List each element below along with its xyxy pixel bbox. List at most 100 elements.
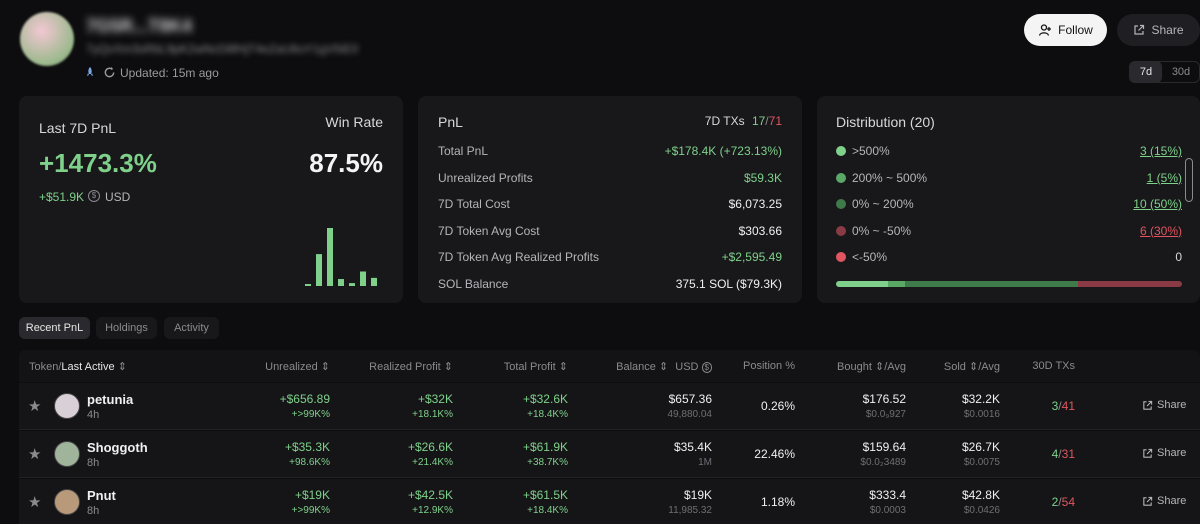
col-last-active[interactable]: Last Active (61, 361, 115, 373)
star-icon[interactable]: ★ (28, 398, 42, 415)
tab-activity[interactable]: Activity (164, 317, 219, 339)
col-sold[interactable]: Sold ⇕/Avg (943, 361, 1000, 373)
token-avatar (54, 489, 80, 515)
col-balance[interactable]: Balance ⇕ USD $ (616, 360, 712, 373)
real_pct-value: +12.9K% (412, 505, 453, 516)
pnl-row-value: $6,073.25 (728, 197, 782, 211)
pnl-row-label: 7D Token Avg Realized Profits (438, 250, 599, 264)
win-rate-value: 87.5% (309, 148, 383, 178)
tab-recent-pnl[interactable]: Recent PnL (19, 317, 90, 339)
distribution-value[interactable]: 1 (5%) (1146, 170, 1182, 185)
bal_amt-value: 1M (698, 457, 712, 468)
range-7d[interactable]: 7d (1130, 61, 1162, 83)
distribution-value: 0 (1175, 250, 1182, 264)
total_pct-value: +18.4K% (527, 409, 568, 420)
col-unrealized[interactable]: Unrealized ⇕ (265, 361, 330, 373)
bought_avg-value: $0.0₂3489 (860, 457, 906, 468)
distribution-label: <-50% (852, 250, 888, 264)
pnl-row-label: 7D Token Avg Cost (438, 223, 540, 238)
refresh-icon[interactable] (103, 66, 116, 79)
distribution-bar (836, 281, 1182, 287)
win-rate-bar (338, 279, 344, 286)
add-user-icon (1039, 24, 1052, 36)
row-share-button[interactable]: Share (1142, 495, 1186, 507)
row-share-button[interactable]: Share (1142, 447, 1186, 459)
table-row[interactable] (19, 431, 1200, 478)
follow-button[interactable]: Follow (1024, 14, 1107, 46)
total-value: +$61.5K (522, 488, 568, 502)
distribution-row: <-50% (836, 250, 887, 264)
token-name[interactable]: Shoggoth (87, 440, 148, 455)
table-row[interactable] (19, 383, 1200, 430)
bought_avg-value: $0.0003 (869, 505, 906, 516)
legend-dot-icon (836, 146, 846, 156)
win-rate-bar (371, 277, 377, 286)
distribution-value[interactable]: 10 (50%) (1133, 197, 1182, 211)
pnl-row-value: $303.66 (738, 223, 782, 238)
last-active: 8h (87, 505, 100, 517)
tx-count: 7D TXs 17/71 (704, 114, 782, 128)
sold_avg-value: $0.0426 (963, 505, 1000, 516)
position-value: 0.26% (760, 399, 795, 413)
share-profile-button[interactable]: Share (1117, 14, 1200, 46)
last-active: 4h (87, 409, 100, 421)
col-token[interactable]: Token/Last Active ⇕ (29, 361, 127, 373)
range-30d[interactable]: 30d (1171, 66, 1191, 78)
token-name[interactable]: Pnut (87, 488, 116, 503)
pnl-percent: +1473.3% (39, 148, 157, 178)
usd-toggle-icon[interactable]: $ (88, 190, 100, 202)
avatar[interactable] (20, 12, 74, 66)
share-label: Share (1151, 23, 1184, 37)
unreal_pct-value: +>99K% (291, 505, 330, 516)
bought_avg-value: $0.0₉927 (865, 409, 906, 420)
total_pct-value: +38.7K% (527, 457, 568, 468)
scrollbar[interactable] (1185, 158, 1193, 202)
share-icon (1143, 448, 1153, 458)
total-value: +$61.9K (522, 440, 568, 454)
bought-value: $159.64 (862, 440, 906, 454)
star-icon[interactable]: ★ (28, 494, 42, 511)
tx-label: 7D TXs (704, 114, 745, 128)
pnl-usd: +$51.9K (39, 190, 85, 204)
pnl-row-label: Total PnL (438, 144, 489, 158)
sold_avg-value: $0.0016 (963, 409, 1000, 420)
table-row[interactable] (19, 479, 1200, 524)
col-realized[interactable]: Realized Profit ⇕ (369, 361, 453, 373)
real-value: +$26.6K (407, 440, 453, 454)
win-rate-bar (316, 254, 322, 286)
bal-value: $35.4K (673, 440, 712, 454)
tx-count: 3/41 (1051, 399, 1075, 413)
col-txs: 30D TXs (1032, 360, 1075, 372)
bal-value: $19K (683, 488, 712, 502)
share-label: Share (1157, 447, 1187, 459)
unreal_pct-value: +98.6K% (289, 457, 330, 468)
pnl-row-label: 7D Total Cost (438, 197, 510, 211)
sold-value: $42.8K (961, 488, 1000, 502)
legend-dot-icon (836, 199, 846, 209)
share-icon (1143, 400, 1153, 410)
distribution-label: >500% (852, 144, 890, 158)
star-icon[interactable]: ★ (28, 446, 42, 463)
token-name[interactable]: petunia (87, 392, 134, 407)
row-share-button[interactable]: Share (1142, 399, 1186, 411)
total_pct-value: +18.4K% (527, 505, 568, 516)
distribution-row: 200% ~ 500% (836, 171, 927, 185)
col-bought[interactable]: Bought ⇕/Avg (837, 361, 906, 373)
wallet-address[interactable]: 7yQvXm3sRbL9pK2wNcD8fHjT4eZaU6oY1gV5iE0 (86, 42, 359, 56)
wallet-name: 7G5R...T8K4 (86, 16, 193, 36)
position-value: 22.46% (754, 447, 795, 461)
distribution-value[interactable]: 6 (30%) (1139, 223, 1182, 238)
distribution-row: 0% ~ 200% (836, 197, 914, 211)
distribution-value[interactable]: 3 (15%) (1139, 144, 1182, 158)
distribution-label: 0% ~ 200% (852, 197, 914, 211)
tx-total: 71 (768, 114, 782, 128)
pnl-title: PnL (438, 114, 463, 130)
col-total[interactable]: Total Profit ⇕ (503, 361, 568, 373)
distribution-title: Distribution (20) (836, 114, 935, 130)
token-avatar (54, 441, 80, 467)
last-7d-pnl-title: Last 7D PnL (39, 120, 117, 136)
real_pct-value: +21.4K% (412, 457, 453, 468)
legend-dot-icon (836, 225, 846, 236)
real_pct-value: +18.1K% (412, 409, 453, 420)
tab-holdings[interactable]: Holdings (96, 317, 157, 339)
